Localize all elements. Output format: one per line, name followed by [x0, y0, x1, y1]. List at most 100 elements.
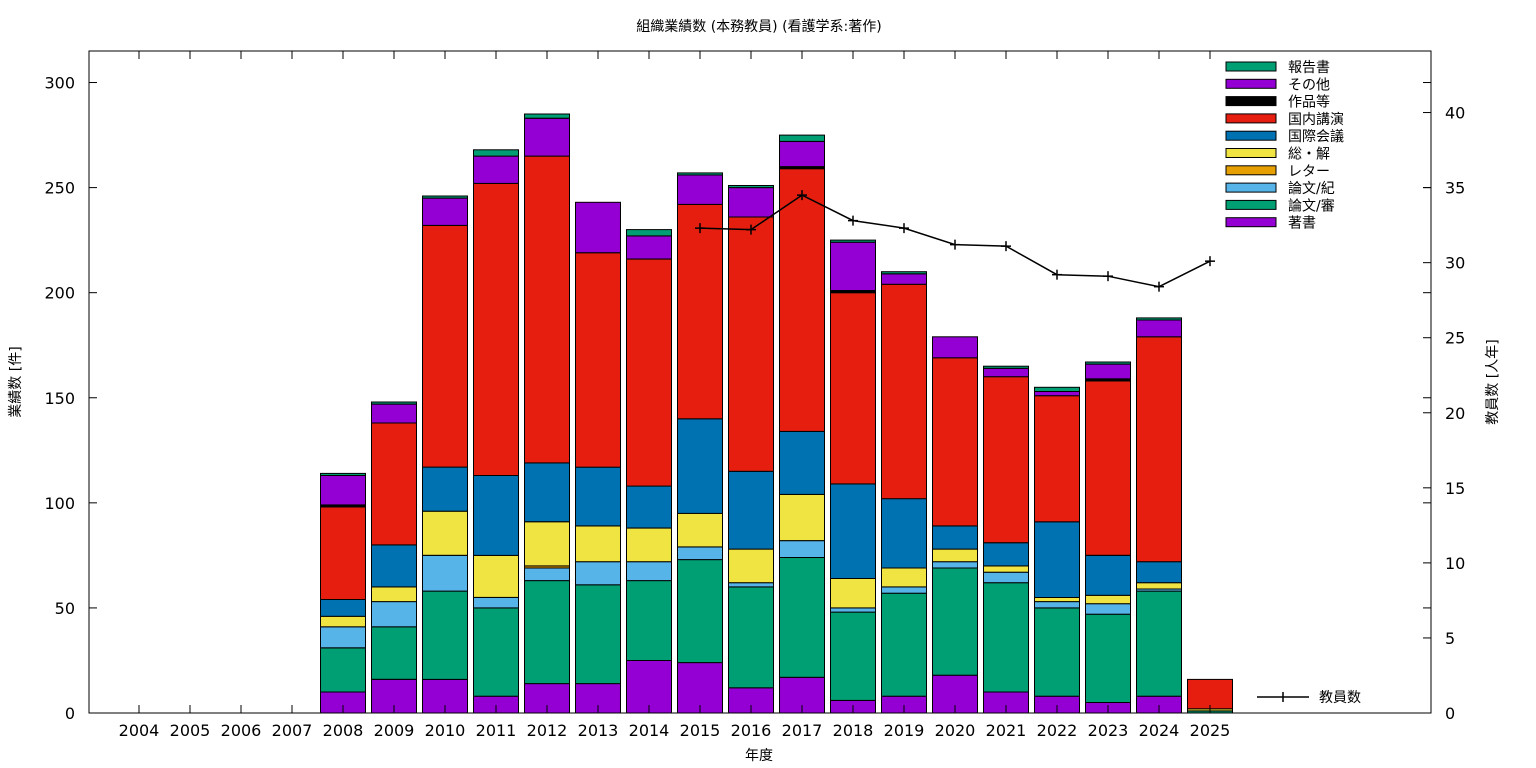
- bar-2025-series-6: [1187, 678, 1233, 710]
- bar-2013-series-5: [575, 466, 621, 527]
- x-tick-label: 2011: [476, 721, 517, 740]
- bar-2010-series-4: [422, 510, 468, 556]
- bar-2015-series-1: [677, 559, 723, 664]
- bar-2011-series-4: [473, 554, 519, 598]
- bar-2014-series-4: [626, 527, 672, 563]
- bar-2019-series-9: [881, 271, 927, 275]
- y2-tick-label: 5: [1445, 629, 1455, 648]
- bar-2010-series-9: [422, 195, 468, 199]
- bar-2020-series-4: [932, 548, 978, 563]
- bar-2023-series-4: [1085, 594, 1131, 605]
- y-tick-label: 200: [44, 284, 75, 303]
- bar-2021-series-4: [983, 565, 1029, 573]
- bar-2008-series-5: [320, 599, 366, 617]
- bar-2014-series-9: [626, 229, 672, 237]
- bar-2011-series-2: [473, 596, 519, 609]
- x-tick-label: 2025: [1190, 721, 1231, 740]
- bar-2011-series-8: [473, 155, 519, 184]
- bar-2008-series-1: [320, 647, 366, 693]
- y-axis-label: 業績数 [件]: [8, 346, 24, 417]
- bar-2018-series-1: [830, 611, 876, 701]
- line-layer: [695, 190, 1215, 292]
- bar-2014-series-1: [626, 580, 672, 661]
- bar-2021-series-6: [983, 376, 1029, 544]
- bar-2015-series-9: [677, 172, 723, 176]
- x-tick-label: 2010: [425, 721, 466, 740]
- bar-2014-series-6: [626, 258, 672, 487]
- legend-swatch-2: [1225, 96, 1277, 107]
- bar-2011-series-1: [473, 607, 519, 697]
- x-tick-label: 2009: [374, 721, 415, 740]
- x-tick-label: 2016: [731, 721, 772, 740]
- bar-2018-series-2: [830, 607, 876, 613]
- bar-2021-series-5: [983, 542, 1029, 567]
- bar-2008-series-6: [320, 506, 366, 600]
- legend-label-6: レター: [1288, 164, 1330, 180]
- x-tick-label: 2022: [1037, 721, 1078, 740]
- bar-2017-series-6: [779, 168, 825, 432]
- x-tick-label: 2017: [782, 721, 823, 740]
- bar-2013-series-6: [575, 252, 621, 468]
- bar-2011-series-5: [473, 475, 519, 556]
- bar-2022-series-5: [1034, 521, 1080, 598]
- legend-swatch-4: [1225, 130, 1277, 141]
- legend-swatch-1: [1225, 78, 1277, 89]
- y-tick-label: 250: [44, 179, 75, 198]
- bar-2023-series-9: [1085, 361, 1131, 365]
- bar-2008-series-9: [320, 472, 366, 476]
- bar-2015-series-2: [677, 546, 723, 561]
- bar-2009-series-5: [371, 544, 417, 588]
- bar-2012-series-2: [524, 567, 570, 582]
- bar-2009-series-4: [371, 586, 417, 603]
- bar-2016-series-6: [728, 216, 774, 472]
- bar-2012-series-4: [524, 521, 570, 567]
- bar-2010-series-8: [422, 197, 468, 226]
- legend-label-0: 報告書: [1288, 60, 1330, 76]
- y-tick-label: 0: [65, 704, 75, 723]
- bar-2013-series-1: [575, 584, 621, 685]
- x-tick-label: 2015: [680, 721, 721, 740]
- bar-2018-series-4: [830, 578, 876, 609]
- bar-2016-series-9: [728, 185, 774, 189]
- y2-tick-label: 0: [1445, 704, 1455, 723]
- bar-2019-series-2: [881, 586, 927, 594]
- bar-2011-series-9: [473, 149, 519, 157]
- bar-2020-series-1: [932, 567, 978, 676]
- legend-label-9: 著書: [1288, 216, 1316, 232]
- legend-line-label: 教員数: [1319, 690, 1361, 706]
- y-tick-label: 100: [44, 494, 75, 513]
- legend-label-3: 国内講演: [1288, 112, 1344, 128]
- bar-2017-series-5: [779, 430, 825, 495]
- bar-2023-series-1: [1085, 613, 1131, 704]
- bar-2010-series-6: [422, 224, 468, 468]
- bar-2022-series-4: [1034, 596, 1080, 603]
- x-tick-label: 2006: [221, 721, 262, 740]
- bar-2017-series-4: [779, 493, 825, 542]
- bar-2024-series-4: [1136, 582, 1182, 590]
- bar-2024-series-6: [1136, 336, 1182, 563]
- legend-swatch-3: [1225, 113, 1277, 124]
- bar-2009-series-6: [371, 422, 417, 546]
- legend-swatch-0: [1225, 61, 1277, 72]
- bar-2018-series-5: [830, 483, 876, 579]
- bar-2013-series-4: [575, 525, 621, 563]
- y2-tick-label: 20: [1445, 404, 1465, 423]
- x-tick-label: 2012: [527, 721, 568, 740]
- bar-2015-series-6: [677, 203, 723, 420]
- x-tick-label: 2024: [1139, 721, 1180, 740]
- bar-2021-series-9: [983, 365, 1029, 369]
- bar-2014-series-2: [626, 561, 672, 582]
- bar-2012-series-6: [524, 155, 570, 464]
- bar-2016-series-5: [728, 470, 774, 550]
- y2-tick-label: 25: [1445, 329, 1465, 348]
- bar-2008-series-4: [320, 615, 366, 628]
- bar-2022-series-1: [1034, 607, 1080, 697]
- bar-2009-series-8: [371, 403, 417, 424]
- x-tick-label: 2019: [884, 721, 925, 740]
- legend-label-2: 作品等: [1288, 94, 1330, 111]
- bar-2017-series-8: [779, 140, 825, 168]
- bar-2012-series-9: [524, 113, 570, 119]
- x-tick-label: 2023: [1088, 721, 1129, 740]
